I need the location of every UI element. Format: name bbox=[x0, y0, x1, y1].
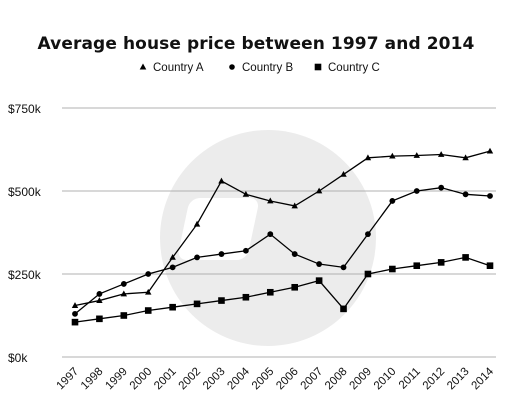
x-tick-label: 2004 bbox=[225, 365, 252, 392]
point-country-c bbox=[462, 254, 469, 261]
x-tick-label: 1997 bbox=[55, 366, 82, 393]
point-country-a bbox=[389, 152, 396, 159]
chart-title: Average house price between 1997 and 201… bbox=[37, 34, 475, 54]
point-country-b bbox=[96, 291, 103, 297]
point-country-b bbox=[291, 251, 298, 257]
point-country-a bbox=[462, 154, 469, 161]
point-country-c bbox=[315, 277, 323, 284]
x-tick-label: 2005 bbox=[250, 366, 277, 393]
x-tick-label: 2010 bbox=[372, 366, 399, 393]
point-country-b bbox=[194, 254, 200, 261]
x-tick-label: 2000 bbox=[128, 366, 155, 393]
point-country-b bbox=[389, 198, 396, 204]
point-country-b bbox=[169, 264, 176, 271]
point-country-a bbox=[218, 177, 225, 184]
series-line-country-a bbox=[74, 150, 491, 307]
series-line-country-c bbox=[74, 256, 491, 323]
x-tick-label: 2001 bbox=[152, 366, 179, 393]
point-country-c bbox=[486, 262, 494, 269]
point-country-a bbox=[340, 171, 347, 177]
point-country-c bbox=[96, 315, 103, 323]
point-country-c bbox=[437, 259, 445, 266]
point-country-b bbox=[462, 191, 469, 198]
x-tick-label: 2013 bbox=[445, 366, 472, 393]
point-country-c bbox=[340, 305, 347, 313]
point-country-c bbox=[266, 288, 274, 296]
point-country-c bbox=[364, 270, 372, 278]
legend-label: Country A bbox=[153, 62, 204, 74]
point-country-b bbox=[267, 231, 274, 238]
point-country-b bbox=[413, 188, 420, 194]
legend-label: Country B bbox=[242, 62, 293, 74]
series-line-country-b bbox=[74, 187, 491, 315]
legend-marker-square bbox=[314, 63, 322, 71]
point-country-c bbox=[169, 303, 176, 311]
x-tick-label: 1999 bbox=[103, 366, 130, 393]
y-tick-label: $0k bbox=[8, 351, 28, 365]
point-country-a bbox=[364, 154, 372, 161]
point-country-a bbox=[71, 302, 79, 308]
x-tick-label: 2002 bbox=[177, 366, 204, 393]
point-country-b bbox=[242, 247, 249, 254]
point-country-a bbox=[291, 202, 298, 209]
point-country-c bbox=[413, 262, 421, 269]
y-tick-label: $750k bbox=[8, 102, 42, 116]
x-tick-label: 2007 bbox=[299, 366, 326, 393]
x-tick-label: 2009 bbox=[347, 366, 374, 393]
point-country-c bbox=[389, 265, 396, 273]
point-country-c bbox=[218, 297, 225, 304]
point-country-c bbox=[144, 307, 152, 314]
point-country-b bbox=[438, 184, 445, 191]
point-country-c bbox=[120, 312, 128, 319]
legend-marker-triangle bbox=[139, 63, 147, 70]
x-tick-label: 2012 bbox=[421, 366, 448, 393]
x-tick-label: 2006 bbox=[274, 366, 301, 393]
point-country-a bbox=[413, 152, 420, 158]
point-country-a bbox=[242, 190, 250, 197]
y-tick-label: $250k bbox=[8, 268, 42, 282]
point-country-a bbox=[120, 290, 128, 297]
point-country-c bbox=[242, 293, 250, 301]
point-country-a bbox=[315, 187, 323, 194]
point-country-c bbox=[71, 318, 79, 326]
point-country-a bbox=[486, 147, 494, 154]
point-country-b bbox=[72, 310, 78, 317]
point-country-a bbox=[169, 254, 176, 260]
point-country-b bbox=[487, 193, 493, 199]
point-country-c bbox=[291, 283, 299, 291]
legend-label: Country C bbox=[328, 62, 380, 74]
point-country-a bbox=[267, 197, 274, 204]
point-country-b bbox=[340, 264, 347, 271]
point-country-b bbox=[120, 281, 127, 287]
legend-marker-circle bbox=[229, 64, 235, 70]
point-country-a bbox=[145, 288, 152, 295]
x-tick-label: 2003 bbox=[201, 366, 228, 393]
point-country-b bbox=[316, 261, 323, 267]
point-country-a bbox=[96, 297, 103, 303]
point-country-c bbox=[193, 300, 201, 308]
point-country-a bbox=[437, 151, 445, 157]
watermark-logo bbox=[160, 130, 376, 346]
point-country-b bbox=[365, 231, 371, 238]
point-country-b bbox=[218, 251, 225, 257]
point-country-b bbox=[145, 271, 152, 277]
y-tick-label: $500k bbox=[8, 185, 42, 199]
x-tick-label: 2008 bbox=[323, 366, 350, 393]
x-tick-label: 2011 bbox=[397, 366, 423, 392]
x-tick-label: 1998 bbox=[79, 366, 106, 393]
point-country-a bbox=[193, 220, 201, 227]
watermark-mark bbox=[178, 198, 259, 260]
x-tick-label: 2014 bbox=[470, 365, 497, 392]
